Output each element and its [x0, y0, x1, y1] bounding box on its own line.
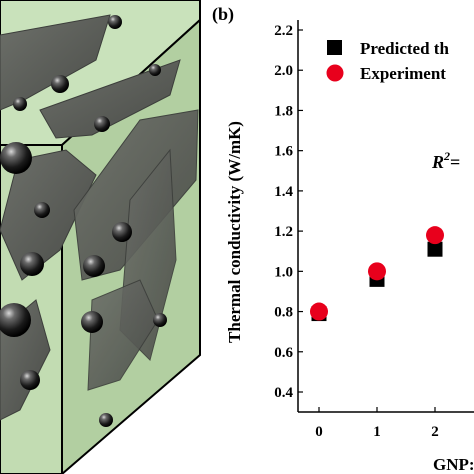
- y-axis: 0.4 0.6 0.8 1.0 1.2 1.4 1.6 1.8 2.0 2.2: [274, 23, 303, 401]
- legend-circle-marker: [326, 64, 344, 82]
- filler-sphere: [0, 142, 32, 174]
- graphene-flake: [87, 279, 159, 391]
- legend-square-marker: [327, 40, 342, 55]
- composite-schematic: [0, 0, 201, 474]
- filler-sphere: [20, 252, 44, 276]
- legend-label-predicted: Predicted th: [360, 39, 449, 58]
- filler-sphere: [94, 116, 110, 132]
- y-tick-label: 2.0: [274, 63, 293, 79]
- y-tick-label: 0.6: [274, 345, 293, 361]
- filler-sphere: [112, 222, 132, 242]
- panel-b-label: (b): [212, 4, 234, 25]
- predicted-marker: [427, 241, 443, 257]
- filler-sphere: [83, 255, 105, 277]
- filler-sphere: [149, 64, 161, 76]
- y-tick-label: 2.2: [274, 23, 293, 39]
- x-axis: 0 1 2: [315, 407, 439, 440]
- filler-sphere: [20, 370, 40, 390]
- filler-sphere: [34, 202, 50, 218]
- y-tick-label: 1.8: [274, 103, 293, 119]
- filler-sphere: [99, 413, 113, 427]
- x-tick-label: 0: [315, 424, 323, 440]
- y-tick-label: 1.6: [274, 144, 293, 160]
- filler-sphere: [13, 97, 27, 111]
- y-tick-label: 1.2: [274, 224, 293, 240]
- filler-sphere: [108, 15, 122, 29]
- x-tick-label: 2: [431, 424, 439, 440]
- y-tick-label: 0.8: [274, 305, 293, 321]
- y-axis-title: Thermal conductivity (W/mK): [225, 121, 244, 343]
- y-tick-label: 1.4: [274, 184, 293, 200]
- experimental-marker: [368, 262, 386, 281]
- chart: Thermal conductivity (W/mK) 0.4 0.6 0.8 1.0…: [225, 20, 474, 474]
- r2-equals: =: [450, 152, 460, 172]
- r2-letter: R: [431, 152, 444, 172]
- legend: Predicted th Experiment: [326, 39, 449, 83]
- r-squared-annotation: R2=: [431, 149, 460, 172]
- x-axis-title: GNP:: [433, 455, 474, 474]
- legend-label-experimental: Experiment: [360, 64, 446, 83]
- data-markers: [310, 226, 444, 322]
- x-tick-label: 1: [373, 424, 381, 440]
- filler-sphere: [0, 303, 31, 337]
- y-tick-label: 0.4: [274, 385, 293, 401]
- experimental-marker: [310, 302, 328, 321]
- filler-sphere: [153, 313, 167, 327]
- experimental-marker: [426, 226, 444, 245]
- r2-superscript: 2: [443, 149, 450, 163]
- filler-sphere: [81, 311, 103, 333]
- y-tick-label: 1.0: [274, 264, 293, 280]
- filler-sphere: [51, 75, 69, 93]
